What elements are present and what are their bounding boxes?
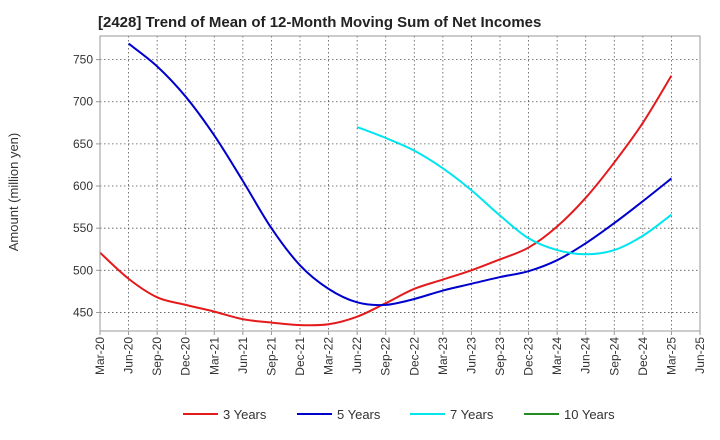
x-tick-label: Dec-20	[179, 337, 193, 376]
x-tick-label: Mar-21	[207, 337, 221, 375]
x-tick-label: Jun-23	[464, 337, 478, 374]
y-tick-label: 650	[73, 137, 93, 151]
x-tick-label: Mar-24	[550, 337, 564, 375]
plot-frame	[99, 35, 701, 332]
chart-title: [2428] Trend of Mean of 12-Month Moving …	[98, 14, 542, 31]
x-tick-label: Sep-20	[150, 337, 164, 376]
x-tick-label: Mar-22	[322, 337, 336, 375]
x-tick-label: Mar-25	[664, 337, 678, 375]
x-tick-label: Jun-21	[236, 337, 250, 374]
x-tick-label: Dec-24	[636, 337, 650, 376]
y-tick-label: 750	[73, 53, 93, 67]
x-tick-label: Sep-21	[264, 337, 278, 376]
x-tick-label: Mar-20	[93, 337, 107, 375]
grid-layer	[100, 36, 700, 331]
legend-label-10-years: 10 Years	[564, 407, 615, 422]
y-tick-labels: 450 500 550 600 650 700 750	[73, 53, 100, 319]
y-tick-label: 450	[73, 305, 93, 319]
x-tick-label: Jun-22	[350, 337, 364, 374]
series-line-3-years	[99, 75, 673, 327]
x-tick-label: Mar-23	[436, 337, 450, 375]
x-tick-label: Sep-22	[379, 337, 393, 376]
y-tick-label: 550	[73, 221, 93, 235]
x-tick-label: Sep-23	[493, 337, 507, 376]
x-tick-label: Sep-24	[607, 337, 621, 376]
x-tick-label: Dec-21	[293, 337, 307, 376]
x-tick-labels: Mar-20 Jun-20 Sep-20 Dec-20 Mar-21 Jun-21 Sep-…	[93, 331, 707, 376]
y-tick-label: 500	[73, 263, 93, 277]
x-tick-label: Dec-22	[407, 337, 421, 376]
x-tick-label: Jun-24	[579, 337, 593, 374]
y-tick-label: 600	[73, 179, 93, 193]
series-line-7-years	[356, 126, 673, 256]
y-tick-label: 700	[73, 95, 93, 109]
x-tick-label: Jun-20	[122, 337, 136, 374]
legend-label-7-years: 7 Years	[450, 407, 494, 422]
legend: 3 Years 5 Years 7 Years 10 Years	[183, 407, 615, 422]
series-line-5-years	[127, 42, 673, 307]
series-layer	[99, 42, 673, 327]
legend-label-5-years: 5 Years	[337, 407, 381, 422]
x-tick-label: Dec-23	[522, 337, 536, 376]
x-tick-label: Jun-25	[693, 337, 707, 374]
y-axis-title: Amount (million yen)	[6, 133, 21, 252]
legend-label-3-years: 3 Years	[223, 407, 267, 422]
